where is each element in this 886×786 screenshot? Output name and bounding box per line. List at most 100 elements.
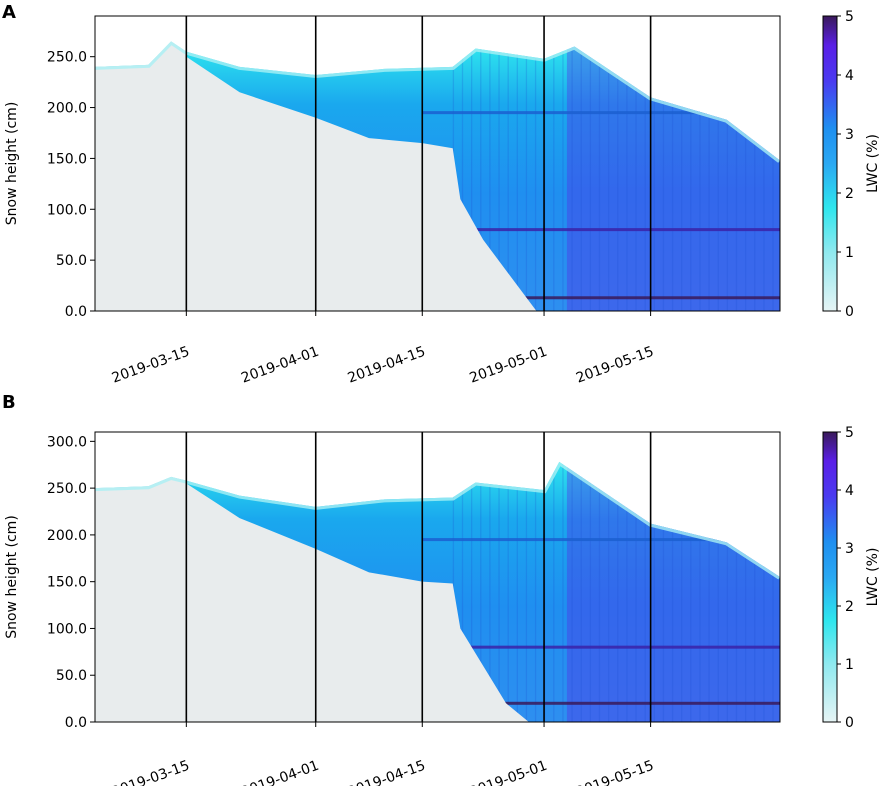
x-tick-label: 2019-04-15 <box>346 758 428 786</box>
lwc-streak <box>635 461 637 722</box>
y-tick-label: 100.0 <box>47 621 87 637</box>
wet-layer <box>422 228 780 232</box>
plot-frame <box>94 15 781 312</box>
lwc-streak <box>763 461 765 722</box>
plot-frame <box>94 431 781 723</box>
lwc-streak <box>699 41 701 311</box>
lwc-streak <box>498 41 500 311</box>
chart-panel-b: 0.0 50.0 100.0 150.0 200.0 250.0 300.0 2019-03-… <box>2 392 881 786</box>
y-tick-label: 100.0 <box>47 202 87 218</box>
lwc-streak <box>699 461 701 722</box>
lwc-streak <box>708 41 710 311</box>
lwc-streak <box>772 461 774 722</box>
colorbar-label: LWC (%) <box>865 548 881 607</box>
lwc-streak <box>671 461 674 722</box>
x-tick-label: 2019-05-01 <box>467 344 549 387</box>
lwc-streak <box>607 461 610 722</box>
colorbar-gradient <box>822 431 838 723</box>
x-tick-label: 2019-04-01 <box>239 758 321 786</box>
colorbar-tick-label: 1 <box>845 245 854 261</box>
lwc-streak <box>470 461 473 722</box>
colorbar-tick-label: 4 <box>845 68 854 84</box>
y-tick-label: 200.0 <box>47 101 87 117</box>
lwc-streak <box>580 41 582 311</box>
lwc-streak <box>681 461 683 722</box>
colorbar-tick-label: 0 <box>845 715 854 731</box>
colorbar-tick-label: 1 <box>845 657 854 673</box>
lwc-streak <box>507 461 509 722</box>
dry-snow-area <box>95 41 590 311</box>
lwc-streak <box>525 461 528 722</box>
lwc-streak <box>744 41 747 311</box>
colorbar-tick-label: 0 <box>845 304 854 320</box>
wet-layer <box>422 111 780 115</box>
lwc-streak <box>461 41 464 311</box>
y-tick-label: 250.0 <box>47 481 87 497</box>
y-tick-label: 50.0 <box>56 668 87 684</box>
lwc-streak <box>589 461 592 722</box>
lwc-streak <box>571 461 573 722</box>
colorbar-tick-label: 5 <box>845 9 854 25</box>
lwc-streak <box>562 461 564 722</box>
wet-layer <box>422 701 780 705</box>
lwc-streak <box>617 461 619 722</box>
snowpack-body <box>95 41 780 311</box>
dry-snow-area <box>95 461 590 722</box>
y-tick-label: 200.0 <box>47 528 87 544</box>
lwc-streak <box>754 461 756 722</box>
lwc-streak <box>754 41 756 311</box>
lwc-streak <box>626 461 628 722</box>
surface-fringe <box>95 41 780 163</box>
snowpack-body <box>95 461 780 722</box>
lwc-streak <box>480 461 482 722</box>
colorbar-tick-label: 2 <box>845 186 854 202</box>
lwc-streak <box>681 41 683 311</box>
colorbar-tick-label: 2 <box>845 599 854 615</box>
lwc-streak <box>617 41 619 311</box>
colorbar-gradient <box>822 15 838 312</box>
lwc-streak <box>708 461 710 722</box>
y-tick-label: 250.0 <box>47 50 87 66</box>
y-tick-label: 50.0 <box>56 253 87 269</box>
lwc-streak <box>470 41 473 311</box>
x-tick-label: 2019-04-01 <box>239 344 321 387</box>
y-tick-label: 0.0 <box>65 304 87 320</box>
lwc-streak <box>525 41 528 311</box>
x-tick-label: 2019-03-15 <box>110 344 192 387</box>
lwc-streak <box>507 41 509 311</box>
lwc-streak <box>644 461 646 722</box>
wet-layer <box>422 645 780 649</box>
lwc-streak <box>735 461 738 722</box>
x-tick-label: 2019-04-15 <box>346 344 428 387</box>
lwc-streak <box>562 41 564 311</box>
wet-layer <box>422 296 780 300</box>
lwc-streak <box>735 41 738 311</box>
lwc-streak <box>489 461 491 722</box>
y-tick-label: 0.0 <box>65 715 87 731</box>
lwc-streak <box>489 41 491 311</box>
wet-layer <box>422 538 780 542</box>
lwc-streak <box>726 461 729 722</box>
lwc-streak <box>644 41 646 311</box>
y-axis-label: Snow height (cm) <box>4 102 20 226</box>
lwc-streak <box>498 461 500 722</box>
lwc-streak <box>690 461 692 722</box>
colorbar-tick-label: 3 <box>845 541 854 557</box>
lwc-streak <box>598 41 601 311</box>
lwc-streak <box>744 461 747 722</box>
x-tick-label: 2019-05-01 <box>467 758 549 786</box>
lwc-streak <box>461 461 464 722</box>
lwc-streak <box>607 41 610 311</box>
y-tick-label: 150.0 <box>47 151 87 167</box>
y-axis-label: Snow height (cm) <box>4 515 20 639</box>
colorbar-tick-label: 4 <box>845 483 854 499</box>
colorbar: 0 1 2 3 4 5 LWC (%) <box>822 9 881 320</box>
x-tick-label: 2019-03-15 <box>110 758 192 786</box>
lwc-streak <box>534 461 537 722</box>
lwc-streak <box>690 41 692 311</box>
panel-label: B <box>2 392 16 413</box>
lwc-streak <box>662 41 665 311</box>
x-tick-label: 2019-05-15 <box>574 758 656 786</box>
